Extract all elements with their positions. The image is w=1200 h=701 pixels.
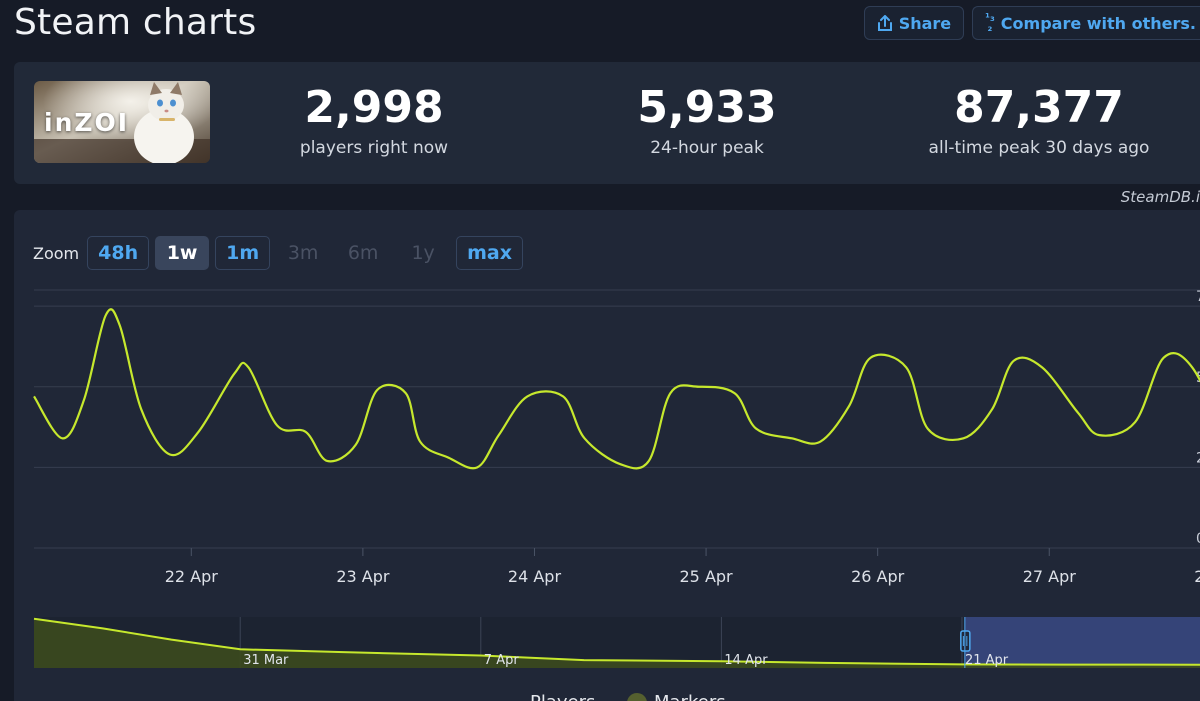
stat-all-time-peak: 87,377 all-time peak 30 days ago [909,80,1169,158]
navigator-line [33,617,1200,666]
game-thumbnail[interactable]: inZOI [34,81,210,163]
y-tick-label: 0 [1196,531,1200,547]
stats-panel: inZOI 2,998 players right now 5,933 24-h… [14,62,1200,184]
stat-value: 87,377 [954,82,1124,133]
navigator-tick-label: 31 Mar [243,653,289,668]
x-tick-label: 22 Apr [165,567,219,586]
y-tick-label: 7.5k [1196,289,1200,305]
zoom-3m-button: 3m [287,242,319,264]
stat-label: all-time peak 30 days ago [928,138,1150,158]
zoom-label: Zoom [33,243,80,263]
x-tick-label: 25 Apr [680,567,734,586]
zoom-48h-button[interactable]: 48h [87,236,150,270]
stat-label: players right now [299,138,449,158]
zoom-1m-button[interactable]: 1m [215,236,271,270]
y-tick-label: 2.5k [1196,450,1200,466]
compare-button[interactable]: ¹₃ ₂ Compare with others. [972,6,1200,40]
players-series-line[interactable] [33,308,1200,470]
share-button[interactable]: Share [863,6,965,40]
steamdb-credit[interactable]: SteamDB.i [1120,188,1200,206]
zoom-max-button[interactable]: max [456,236,523,270]
game-logo: inZOI [44,108,130,137]
zoom-6m-button: 6m [347,242,379,264]
navigator-tick-label: 21 Apr [965,653,1009,668]
legend-players[interactable]: Players [530,692,595,701]
x-tick-label: 28 Apr [1194,567,1200,586]
x-tick-label: 23 Apr [336,567,390,586]
zoom-bar: Zoom 48h 1w 1m 3m 6m 1y max [33,236,523,270]
page-title: Steam charts [14,2,257,43]
navigator-tick-label: 7 Apr [484,653,520,668]
share-label: Share [898,13,952,33]
compare-label: Compare with others. [1000,13,1196,33]
share-icon [877,14,893,32]
x-tick-label: 26 Apr [851,567,905,586]
stat-24h-peak: 5,933 24-hour peak [617,80,797,158]
navigator-area [34,618,1200,668]
x-tick-label: 27 Apr [1023,567,1077,586]
x-tick-label: 24 Apr [508,567,562,586]
navigator-selection[interactable] [964,617,1200,668]
fraction-icon: ¹₃ ₂ [985,11,995,34]
stat-value: 2,998 [304,82,444,133]
zoom-1w-button[interactable]: 1w [155,236,210,270]
stat-players-now: 2,998 players right now [284,80,464,158]
legend-markers[interactable]: Markers [654,692,726,701]
top-actions: Share ¹₃ ₂ Compare with others. [863,6,1200,40]
stat-value: 5,933 [637,82,777,133]
navigator-tick-label: 14 Apr [724,653,768,668]
legend-markers-swatch [627,693,647,701]
stat-label: 24-hour peak [650,138,764,158]
zoom-1y-button: 1y [411,242,435,264]
